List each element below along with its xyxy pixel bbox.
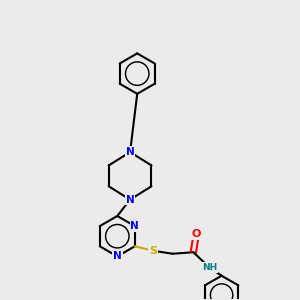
Text: N: N: [126, 147, 134, 157]
Text: S: S: [149, 246, 157, 256]
Text: O: O: [192, 229, 201, 239]
Text: NH: NH: [202, 263, 217, 272]
Text: N: N: [126, 195, 134, 205]
Text: N: N: [130, 221, 139, 231]
Text: N: N: [113, 251, 122, 261]
